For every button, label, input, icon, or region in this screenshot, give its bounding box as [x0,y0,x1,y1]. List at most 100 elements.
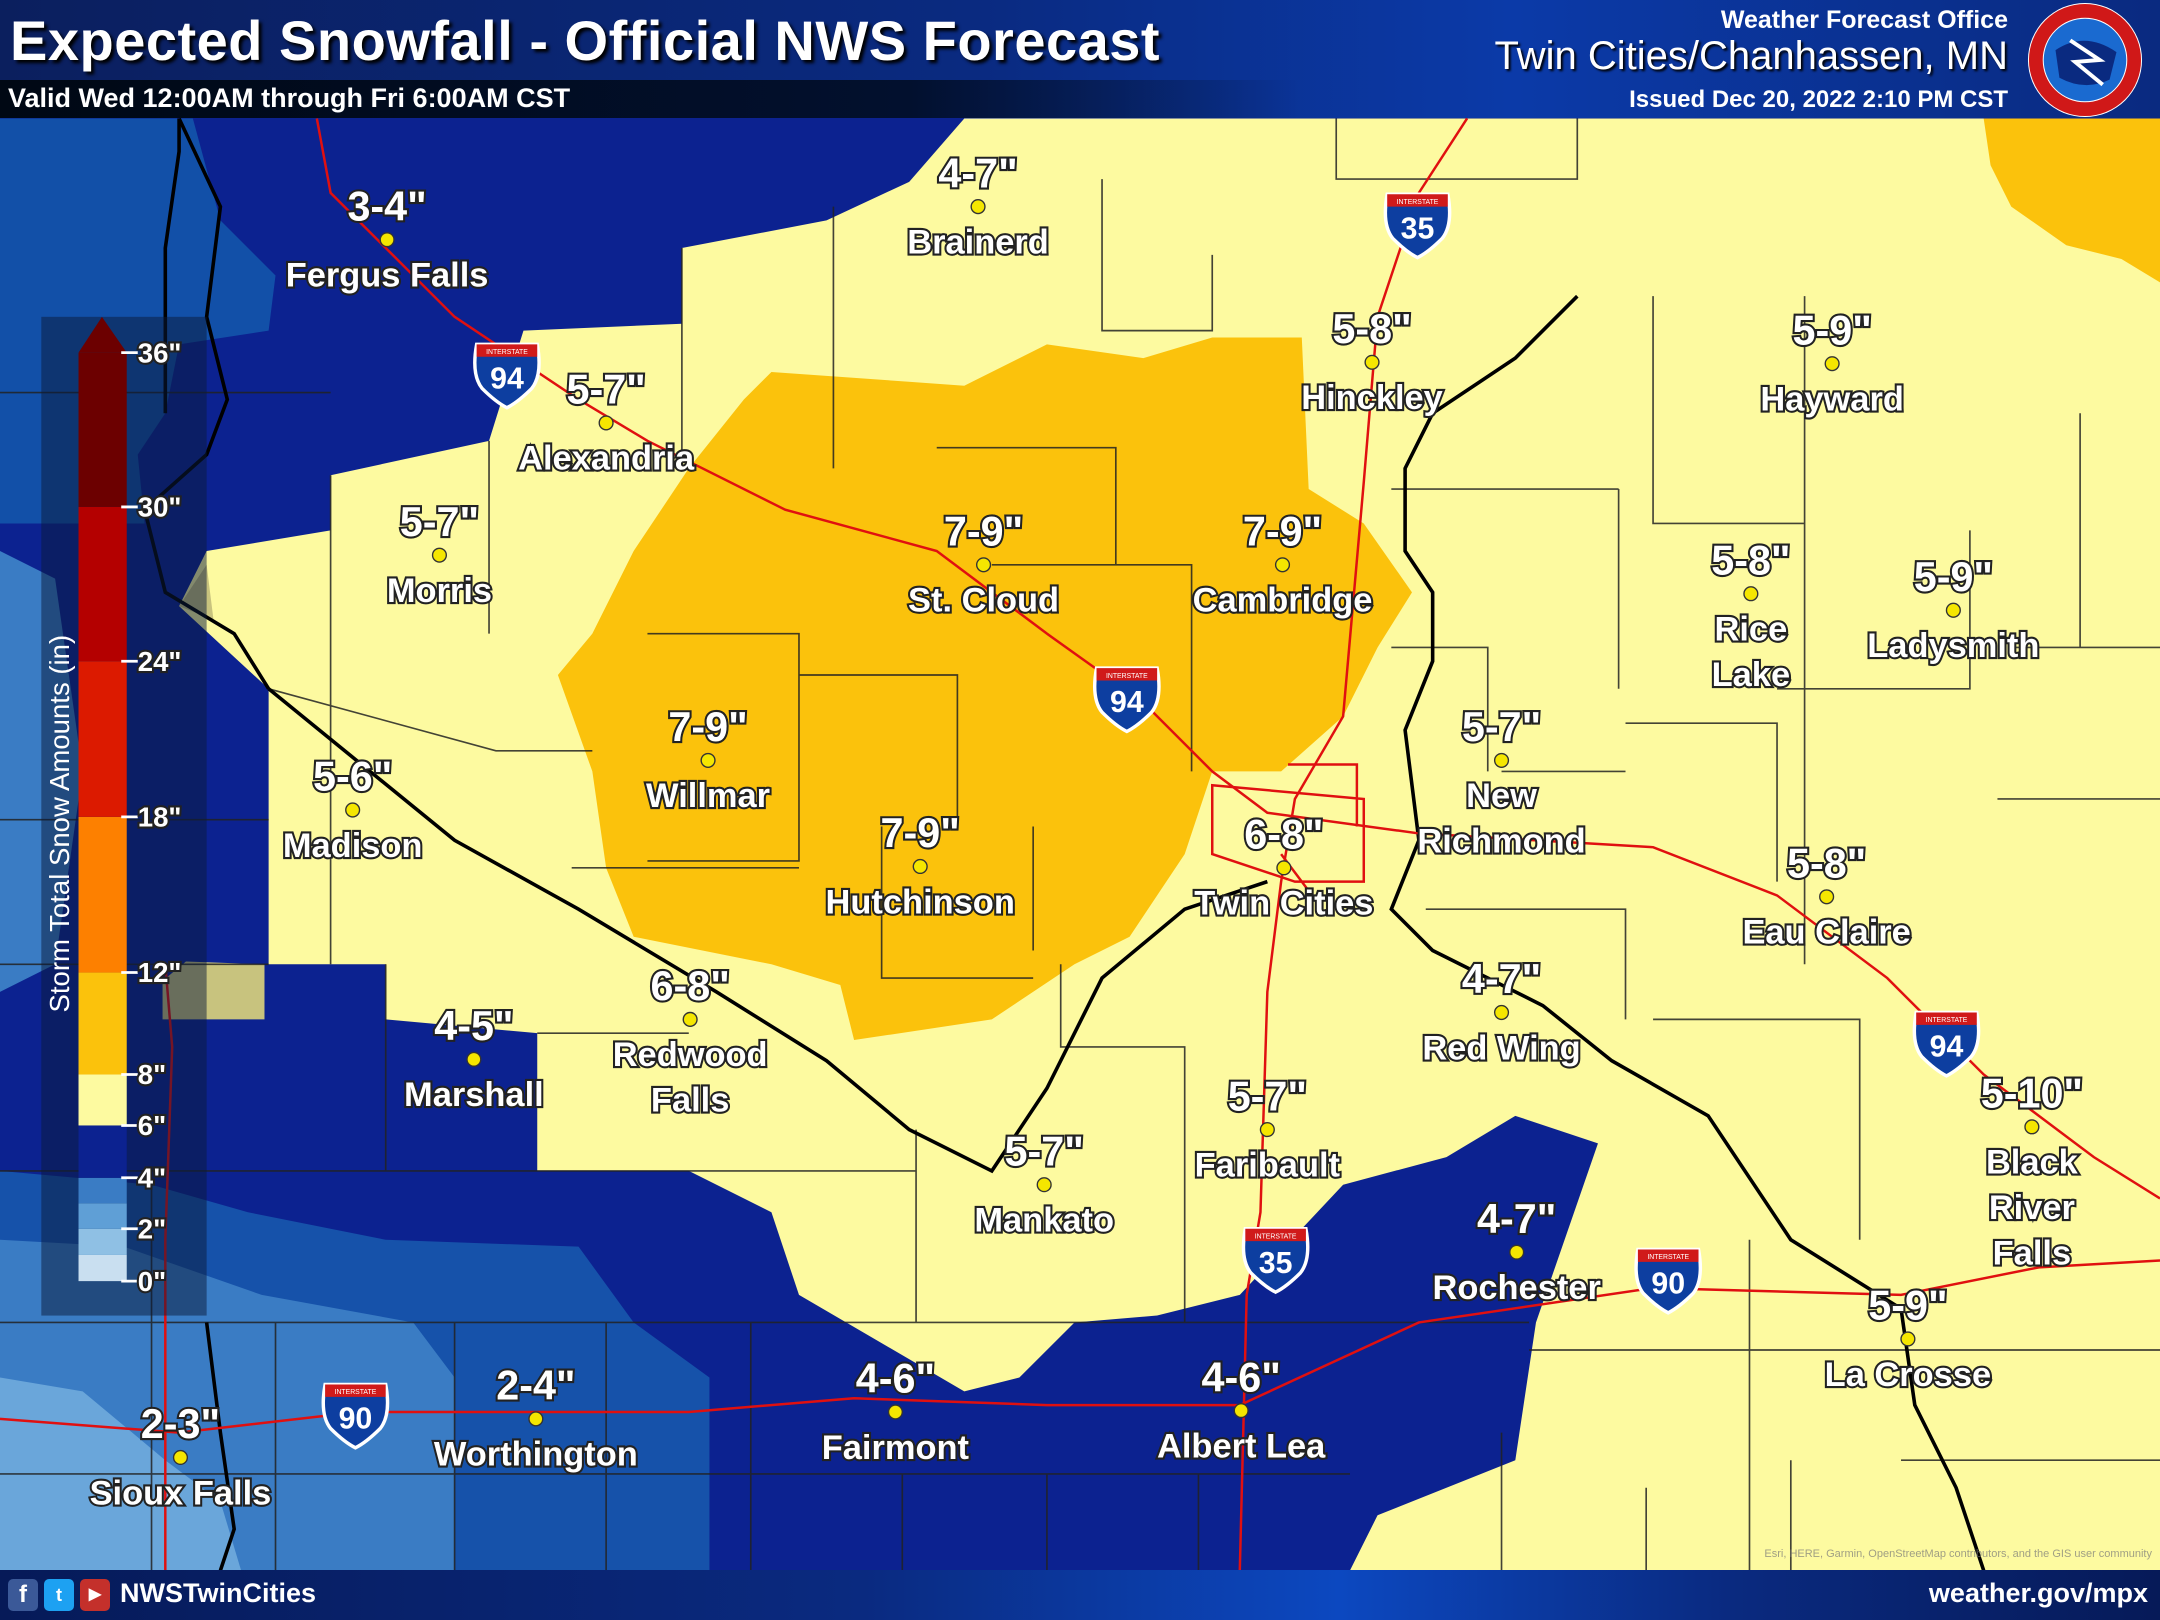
city-dot [1819,889,1835,905]
city-dot [1364,354,1380,370]
svg-text:INTERSTATE: INTERSTATE [1647,1254,1689,1261]
city-name: La Crosse [1825,1356,1991,1394]
legend-arrow [78,316,127,353]
svg-text:94: 94 [490,362,524,395]
legend-bin-0-1 [78,1254,127,1282]
city-name: Sioux Falls [90,1474,272,1512]
location-morris: 5-7" Morris [385,497,494,612]
snow-amount: 5-8" [1787,841,1866,887]
location-st-cloud: 7-9" St. Cloud [906,506,1061,621]
svg-text:35: 35 [1259,1247,1293,1280]
location-eau-claire: 5-8" Eau Claire [1740,838,1913,953]
location-twin-cities: 6-8" Twin Cities [1192,810,1375,925]
snow-amount: 3-4" [347,183,426,229]
city-name: Fergus Falls [286,257,489,295]
city-dot [1274,557,1291,573]
legend-tick-label: 12" [138,957,182,988]
snow-amount: 5-7" [1005,1128,1084,1174]
legend-bin-2-3 [78,1203,127,1229]
city-dot [1493,752,1510,768]
snow-amount: 4-7" [1462,956,1541,1002]
interstate-shields: INTERSTATE94INTERSTATE35INTERSTATE94INTE… [321,192,1981,1450]
snow-amount: 5-7" [1462,704,1541,750]
snow-amount: 5-7" [400,499,479,545]
city-name: Hutchinson [826,883,1015,921]
interstate-90-shield-icon: INTERSTATE 90 [321,1382,390,1450]
location-hinckley: 5-8" Hinckley [1299,304,1445,419]
svg-text:90: 90 [339,1403,373,1436]
city-name: Brainerd [907,223,1049,261]
snow-amount: 4-5" [434,1003,513,1049]
location-worthington: 2-4" Worthington [432,1361,640,1476]
city-dot [345,802,361,818]
legend-tick-label: 6" [138,1110,166,1141]
snow-amount: 5-8" [1332,306,1411,352]
city-name: Morris [387,572,492,610]
city-dot [1259,1122,1275,1138]
svg-text:94: 94 [1930,1031,1964,1064]
location-ladysmith: 5-9" Ladysmith [1865,552,2041,667]
map-attribution: Esri, HERE, Garmin, OpenStreetMap contri… [1764,1548,2152,1560]
svg-text:INTERSTATE: INTERSTATE [335,1389,377,1396]
legend-tick-label: 36" [138,337,182,368]
location-redwood-falls: 6-8" Redwood Falls [611,961,770,1122]
legend-bin-30-36+ [78,352,127,507]
legend-bin-4-6 [78,1125,127,1178]
forecast-locations: 3-4" Fergus Falls 4-7" Brainerd 5-7" Alexandr… [88,148,2086,1514]
city-dot [528,1411,544,1427]
legend-tick-label: 8" [138,1059,166,1090]
office-label: Weather Forecast Office [1720,6,2008,34]
issued-time: Issued Dec 20, 2022 2:10 PM CST [1629,86,2008,113]
svg-text:INTERSTATE: INTERSTATE [486,349,528,356]
legend-tick-label: 4" [138,1162,166,1193]
facebook-icon[interactable]: f [8,1579,38,1611]
city-name: Albert Lea [1157,1427,1326,1465]
location-rice-lake: 5-8" Rice Lake [1709,535,1792,696]
interstate-90-shield-icon: INTERSTATE 90 [1634,1247,1703,1315]
city-name: Twin Cities [1194,885,1373,923]
snow-amount: 4-7" [1477,1196,1556,1242]
interstate-35-shield-icon: INTERSTATE 35 [1241,1227,1310,1295]
subtitle-band [0,80,1300,118]
interstate-94-shield-icon: INTERSTATE 94 [1912,1010,1981,1078]
snow-amount: 6-8" [1244,812,1323,858]
city-name: Redwood Falls [613,1036,768,1119]
location-la-crosse: 5-9" La Crosse [1823,1281,1994,1396]
location-fergus-falls: 3-4" Fergus Falls [284,181,491,296]
location-madison: 5-6" Madison [281,752,425,867]
city-name: Mankato [974,1202,1114,1240]
svg-text:35: 35 [1401,212,1435,245]
city-name: Worthington [434,1436,638,1474]
legend-bin-18-24 [78,661,127,817]
website-link[interactable]: weather.gov/mpx [1928,1578,2148,1608]
snow-amount: 5-7" [1228,1073,1307,1119]
city-dot [379,232,395,248]
twitter-icon[interactable]: t [44,1579,74,1611]
city-dot [2024,1119,2040,1135]
city-dot [1824,356,1840,372]
interstate-94-shield-icon: INTERSTATE 94 [473,342,541,410]
city-name: Rochester [1433,1269,1601,1307]
legend-tick-label: 24" [138,646,182,677]
legend-title: Storm Total Snow Amounts (in) [44,635,75,1013]
snow-amount: 6-8" [651,963,730,1009]
city-dot [172,1449,189,1466]
location-red-wing: 4-7" Red Wing [1420,954,1583,1069]
svg-text:INTERSTATE: INTERSTATE [1106,673,1148,680]
city-name: Madison [283,827,423,865]
footer-bar: f t ▶ NWSTwinCities weather.gov/mpx [0,1570,2160,1620]
legend-bin-1-2 [78,1228,127,1255]
city-name: Hinckley [1301,379,1443,417]
snow-amount: 2-3" [141,1401,220,1447]
region-8-12in [557,337,1412,1041]
social-handle[interactable]: NWSTwinCities [120,1578,317,1608]
youtube-icon[interactable]: ▶ [80,1579,110,1611]
city-dot [1945,602,1961,618]
city-name: Eau Claire [1742,914,1910,952]
interstate-94-shield-icon: INTERSTATE 94 [1093,666,1161,734]
legend-tick-label: 0" [138,1266,166,1297]
legend-tick-label: 30" [138,492,182,523]
snow-amount: 5-9" [1868,1283,1947,1329]
location-faribault: 5-7" Faribault [1193,1071,1343,1186]
